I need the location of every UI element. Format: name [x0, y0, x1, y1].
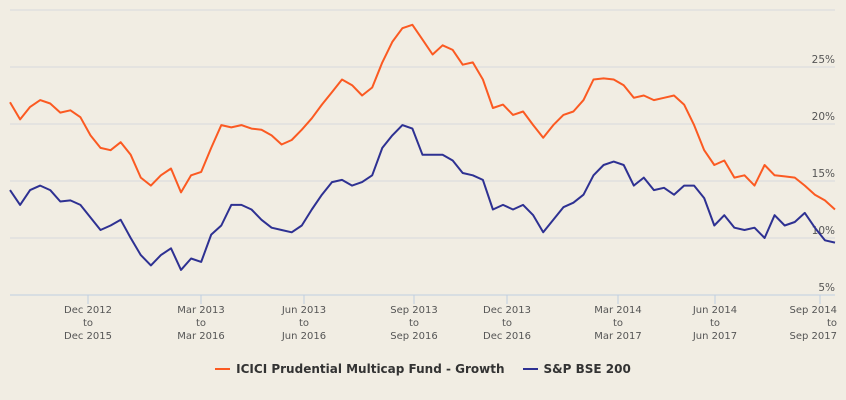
x-tick-label: Sep 2016 — [390, 331, 437, 342]
legend: ICICI Prudential Multicap Fund - Growth … — [0, 362, 846, 376]
x-tick-label: to — [196, 318, 206, 329]
x-tick-label: to — [409, 318, 419, 329]
y-tick-label: 10% — [812, 225, 835, 237]
x-tick-label: Dec 2016 — [483, 331, 531, 342]
x-tick-label: Dec 2013 — [483, 305, 531, 316]
legend-swatch-index — [522, 368, 538, 370]
y-tick-label: 25% — [812, 54, 835, 66]
x-tick-label: to — [613, 318, 623, 329]
x-tick-label: Dec 2012 — [64, 305, 112, 316]
x-tick-label: Jun 2013 — [281, 305, 326, 316]
y-tick-label: 5% — [818, 282, 835, 294]
rolling-returns-chart: 5% 10% 15% 20% 25% Dec 2012 to Dec 2015 Mar 2013… — [9, 9, 837, 342]
x-tick-label: Sep 2013 — [390, 305, 437, 316]
x-tick-label: Sep 2017 — [790, 331, 837, 342]
series-line-fund — [9, 23, 836, 211]
x-tick-label: to — [502, 318, 512, 329]
x-tick-label: to — [827, 318, 837, 329]
y-tick-label: 20% — [812, 111, 835, 123]
legend-item-fund[interactable]: ICICI Prudential Multicap Fund - Growth — [215, 362, 505, 376]
x-tick-label: Mar 2017 — [594, 331, 642, 342]
x-tick-label: to — [710, 318, 720, 329]
x-tick-label: Mar 2016 — [177, 331, 225, 342]
legend-label-fund: ICICI Prudential Multicap Fund - Growth — [236, 362, 505, 376]
x-tick-label: Mar 2013 — [177, 305, 225, 316]
x-tick-label: Jun 2017 — [692, 331, 737, 342]
x-tick-label: Dec 2015 — [64, 331, 112, 342]
series-line-index — [9, 124, 836, 271]
x-tick-label: Sep 2014 — [790, 305, 837, 316]
x-tick-label: Mar 2014 — [594, 305, 642, 316]
x-tick-label: Jun 2014 — [692, 305, 737, 316]
legend-label-index: S&P BSE 200 — [543, 362, 631, 376]
legend-swatch-fund — [215, 368, 231, 370]
x-tick-label: to — [299, 318, 309, 329]
legend-item-index[interactable]: S&P BSE 200 — [522, 362, 631, 376]
x-tick-label: Jun 2016 — [281, 331, 326, 342]
y-tick-label: 15% — [812, 168, 835, 180]
x-tick-label: to — [83, 318, 93, 329]
